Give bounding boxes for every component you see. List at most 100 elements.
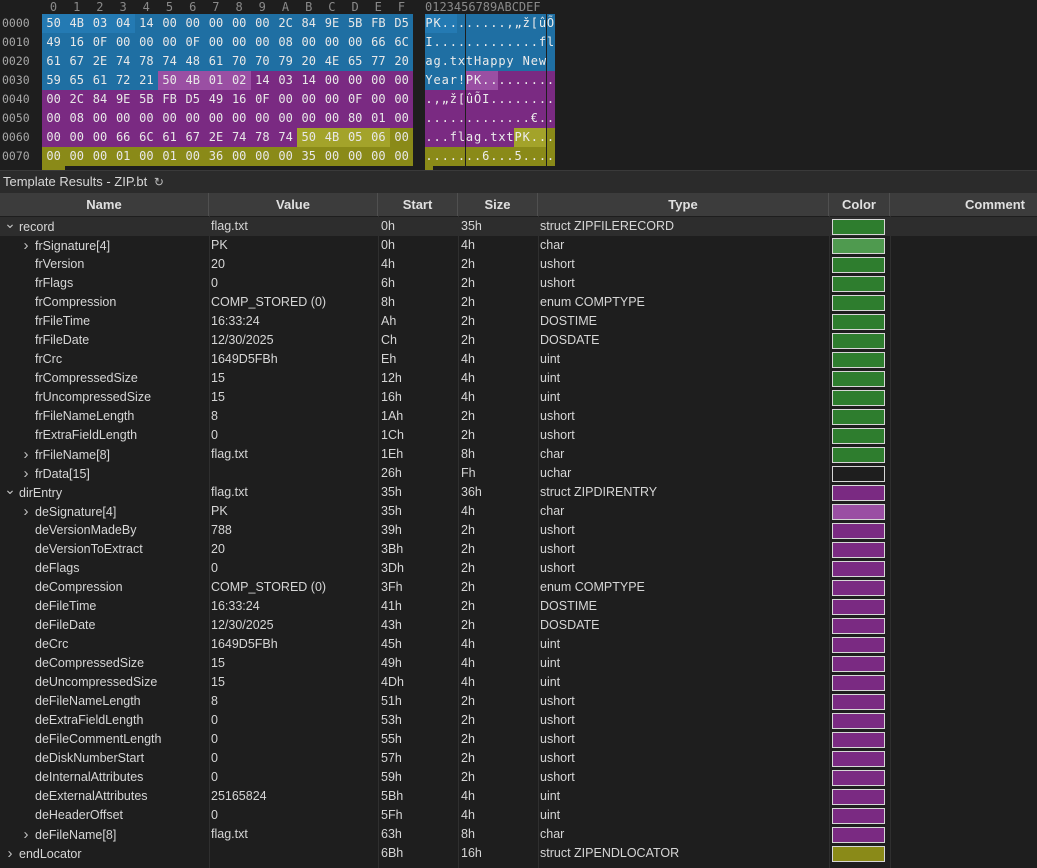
- color-swatch[interactable]: [832, 827, 885, 843]
- table-row[interactable]: deFileCommentLength 0 55h 2h ushort: [0, 730, 1037, 749]
- ascii-char[interactable]: N: [522, 52, 531, 71]
- color-swatch[interactable]: [832, 637, 885, 653]
- hex-byte[interactable]: 00: [343, 147, 367, 166]
- hex-byte[interactable]: 78: [134, 52, 158, 71]
- hex-byte[interactable]: 00: [366, 90, 390, 109]
- color-swatch[interactable]: [832, 846, 885, 862]
- ascii-char[interactable]: „: [441, 90, 450, 109]
- color-swatch[interactable]: [832, 580, 885, 596]
- cell-color[interactable]: [831, 844, 887, 863]
- table-row[interactable]: › deFileName[8] flag.txt 63h 8h char: [0, 825, 1037, 844]
- ascii-char[interactable]: .: [457, 147, 466, 166]
- ascii-char[interactable]: K: [433, 14, 442, 33]
- hex-byte[interactable]: 00: [274, 109, 298, 128]
- hex-byte[interactable]: FB: [158, 90, 182, 109]
- table-row[interactable]: deExtraFieldLength 0 53h 2h ushort: [0, 711, 1037, 730]
- hex-byte[interactable]: 00: [320, 33, 344, 52]
- hex-byte[interactable]: 35: [297, 147, 321, 166]
- hex-byte[interactable]: 0F: [343, 90, 367, 109]
- cell-color[interactable]: [831, 464, 887, 483]
- refresh-icon[interactable]: ↻: [153, 175, 164, 189]
- hex-byte[interactable]: 14: [250, 71, 274, 90]
- cell-color[interactable]: [831, 521, 887, 540]
- hex-byte[interactable]: 61: [204, 52, 228, 71]
- hex-byte[interactable]: 00: [88, 109, 112, 128]
- hex-byte[interactable]: 74: [111, 52, 135, 71]
- table-row[interactable]: deInternalAttributes 0 59h 2h ushort: [0, 768, 1037, 787]
- ascii-char[interactable]: .: [457, 33, 466, 52]
- ascii-char[interactable]: ž: [522, 14, 531, 33]
- hex-byte[interactable]: 5B: [343, 14, 367, 33]
- cell-color[interactable]: [831, 749, 887, 768]
- ascii-char[interactable]: .: [497, 71, 506, 90]
- color-swatch[interactable]: [832, 257, 885, 273]
- ascii-char[interactable]: f: [449, 128, 458, 147]
- ascii-char[interactable]: x: [457, 52, 466, 71]
- hex-byte[interactable]: 14: [297, 71, 321, 90]
- ascii-char[interactable]: .: [441, 52, 450, 71]
- ascii-char[interactable]: .: [522, 147, 531, 166]
- ascii-char[interactable]: .: [433, 109, 442, 128]
- hex-byte[interactable]: 61: [88, 71, 112, 90]
- hex-byte[interactable]: 2C: [65, 90, 89, 109]
- ascii-char[interactable]: .: [441, 33, 450, 52]
- hex-byte[interactable]: 00: [181, 109, 205, 128]
- ascii-char[interactable]: [514, 52, 523, 71]
- table-row[interactable]: ⌄ dirEntry flag.txt 35h 36h struct ZIPDIRENTR…: [0, 483, 1037, 502]
- ascii-char[interactable]: t: [449, 52, 458, 71]
- hex-byte[interactable]: 00: [181, 14, 205, 33]
- ascii-char[interactable]: g: [473, 128, 482, 147]
- ascii-char[interactable]: Õ: [473, 90, 482, 109]
- hex-byte[interactable]: 00: [204, 109, 228, 128]
- hex-byte[interactable]: 00: [343, 71, 367, 90]
- ascii-char[interactable]: .: [522, 71, 531, 90]
- table-row[interactable]: frUncompressedSize 15 16h 4h uint: [0, 388, 1037, 407]
- ascii-char[interactable]: .: [433, 147, 442, 166]
- ascii-char[interactable]: Y: [425, 71, 434, 90]
- ascii-char[interactable]: .: [481, 33, 490, 52]
- ascii-char[interactable]: P: [425, 14, 434, 33]
- cell-color[interactable]: [831, 825, 887, 844]
- ascii-char[interactable]: p: [497, 52, 506, 71]
- hex-byte[interactable]: 06: [366, 128, 390, 147]
- hex-byte[interactable]: 00: [111, 109, 135, 128]
- ascii-char[interactable]: €: [530, 109, 539, 128]
- cell-color[interactable]: [831, 673, 887, 692]
- table-row[interactable]: ⌄ record flag.txt 0h 35h struct ZIPFILERECORD: [0, 217, 1037, 236]
- ascii-char[interactable]: P: [465, 71, 474, 90]
- hex-byte[interactable]: 00: [390, 90, 414, 109]
- table-row[interactable]: deVersionMadeBy 788 39h 2h ushort: [0, 521, 1037, 540]
- hex-byte[interactable]: D5: [390, 14, 414, 33]
- hex-byte[interactable]: 00: [42, 128, 66, 147]
- hex-byte[interactable]: 00: [204, 14, 228, 33]
- hex-byte[interactable]: 00: [227, 33, 251, 52]
- table-row[interactable]: frFlags 0 6h 2h ushort: [0, 274, 1037, 293]
- ascii-char[interactable]: .: [441, 147, 450, 166]
- hex-byte[interactable]: 6C: [134, 128, 158, 147]
- hex-byte[interactable]: 00: [320, 147, 344, 166]
- table-row[interactable]: › frFileName[8] flag.txt 1Eh 8h char: [0, 445, 1037, 464]
- hex-byte[interactable]: 50: [158, 71, 182, 90]
- hex-byte[interactable]: 49: [42, 33, 66, 52]
- ascii-char[interactable]: .: [465, 14, 474, 33]
- ascii-char[interactable]: .: [481, 128, 490, 147]
- hex-byte[interactable]: 00: [390, 147, 414, 166]
- hex-byte[interactable]: 67: [181, 128, 205, 147]
- table-row[interactable]: › endLocator 6Bh 16h struct ZIPENDLOCATOR: [0, 844, 1037, 863]
- ascii-char[interactable]: .: [506, 33, 515, 52]
- hex-byte[interactable]: 01: [158, 147, 182, 166]
- hex-byte[interactable]: 00: [250, 33, 274, 52]
- hex-byte[interactable]: 00: [366, 147, 390, 166]
- ascii-char[interactable]: .: [514, 33, 523, 52]
- cell-color[interactable]: [831, 369, 887, 388]
- cell-color[interactable]: [831, 787, 887, 806]
- color-swatch[interactable]: [832, 504, 885, 520]
- hex-byte[interactable]: 84: [88, 90, 112, 109]
- ascii-char[interactable]: .: [497, 14, 506, 33]
- color-swatch[interactable]: [832, 390, 885, 406]
- ascii-char[interactable]: x: [497, 128, 506, 147]
- hex-byte[interactable]: 72: [111, 71, 135, 90]
- chevron-down-icon[interactable]: ⌄: [4, 217, 16, 231]
- ascii-char[interactable]: r: [449, 71, 458, 90]
